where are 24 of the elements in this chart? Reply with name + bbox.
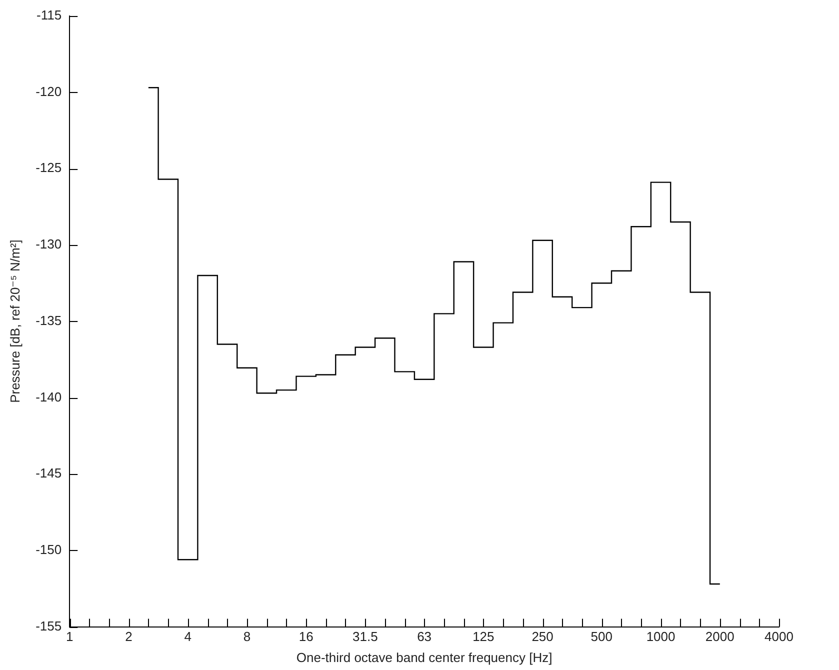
y-tick-label: -130: [36, 236, 62, 252]
x-tick-label: 500: [590, 629, 613, 644]
y-tick-label: -120: [36, 84, 62, 99]
y-tick-label: -145: [36, 466, 62, 481]
y-tick-label: -135: [36, 312, 62, 328]
x-tick-label: 125: [472, 629, 494, 644]
x-axis-title: One-third octave band center frequency [Hz]: [296, 650, 552, 665]
y-tick-label: -140: [36, 389, 62, 404]
x-tick-label: 16: [298, 629, 314, 644]
y-tick-label: -155: [36, 618, 62, 634]
x-tick-label: 63: [417, 629, 432, 644]
y-tick-label: -150: [36, 542, 62, 558]
x-tick-label: 250: [532, 629, 554, 644]
x-tick-label: 1000: [646, 629, 676, 644]
x-tick-label: 2: [125, 629, 132, 644]
x-tick-label: 31.5: [352, 629, 378, 644]
y-tick-label: -115: [36, 7, 62, 22]
x-tick-label: 4: [184, 629, 192, 644]
x-tick-label: 2000: [705, 629, 734, 644]
y-tick-label: -125: [36, 160, 62, 176]
x-tick-label: 8: [243, 629, 251, 644]
x-tick-label: 4000: [764, 629, 794, 644]
y-axis-title: Pressure [dB, ref 20⁻⁵ N/m²]: [7, 240, 22, 403]
x-tick-label: 1: [66, 629, 74, 644]
